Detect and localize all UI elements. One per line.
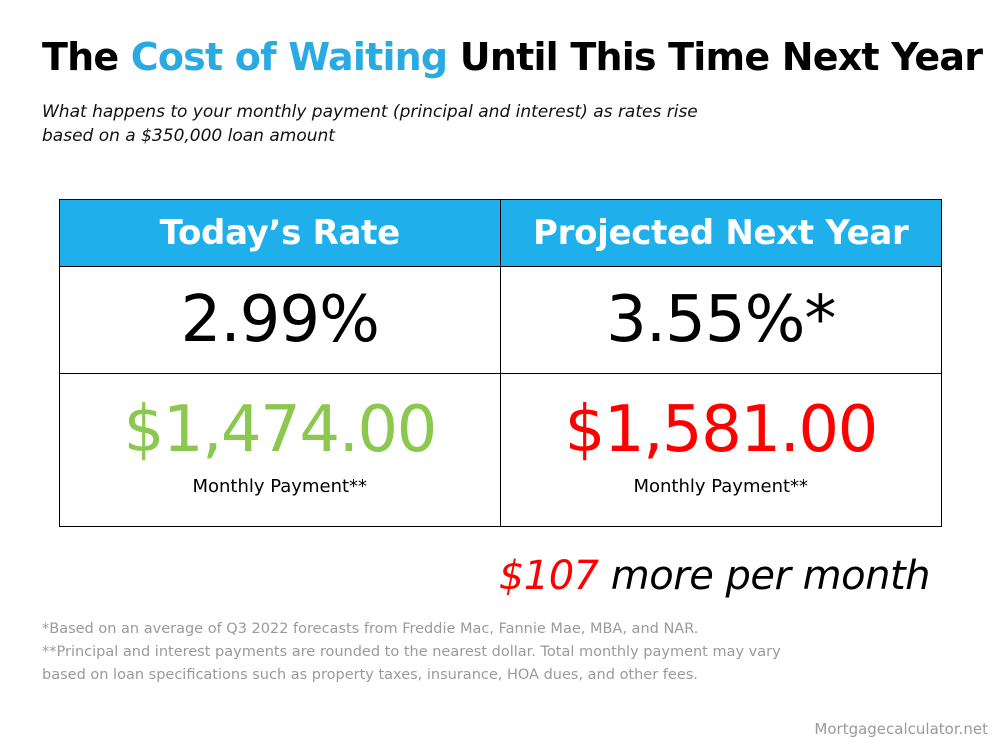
footnote-1: *Based on an average of Q3 2022 forecast… xyxy=(42,621,699,637)
todays-rate-cell: 2.99% xyxy=(60,267,501,374)
subtitle: What happens to your monthly payment (pr… xyxy=(42,100,942,148)
header-todays-rate: Today’s Rate xyxy=(60,200,501,267)
projected-payment-cell: $1,581.00 Monthly Payment** xyxy=(501,374,942,526)
page-title: The Cost of Waiting Until This Time Next… xyxy=(42,35,992,80)
todays-payment-label: Monthly Payment** xyxy=(192,475,368,497)
subtitle-line-2: based on a $350,000 loan amount xyxy=(42,126,335,146)
todays-payment-value: $1,474.00 xyxy=(123,392,438,467)
projected-rate-value: 3.55%* xyxy=(606,283,836,357)
projected-rate-cell: 3.55%* xyxy=(500,267,941,374)
rate-comparison-table: Today’s Rate Projected Next Year 2.99% 3… xyxy=(59,199,942,527)
header-projected-label: Projected Next Year xyxy=(532,213,909,253)
projected-payment-value: $1,581.00 xyxy=(564,392,879,467)
footnote-2-line-2: based on loan specifications such as pro… xyxy=(42,667,698,683)
source-credit: Mortgagecalculator.net xyxy=(814,720,988,738)
footnotes: *Based on an average of Q3 2022 forecast… xyxy=(42,618,942,687)
todays-payment-cell: $1,474.00 Monthly Payment** xyxy=(60,374,501,526)
difference-text: more per month xyxy=(598,553,931,599)
subtitle-line-1: What happens to your monthly payment (pr… xyxy=(42,102,698,122)
title-suffix: Until This Time Next Year xyxy=(447,35,983,79)
title-highlight: Cost of Waiting xyxy=(130,35,448,79)
todays-rate-value: 2.99% xyxy=(180,283,380,357)
header-todays-rate-label: Today’s Rate xyxy=(159,213,401,253)
projected-payment-label: Monthly Payment** xyxy=(633,475,809,497)
difference-amount: $107 xyxy=(498,553,599,599)
footnote-2-line-1: **Principal and interest payments are ro… xyxy=(42,644,781,660)
monthly-difference: $107 more per month xyxy=(498,553,931,599)
title-prefix: The xyxy=(42,35,131,79)
header-projected-next-year: Projected Next Year xyxy=(500,200,941,267)
